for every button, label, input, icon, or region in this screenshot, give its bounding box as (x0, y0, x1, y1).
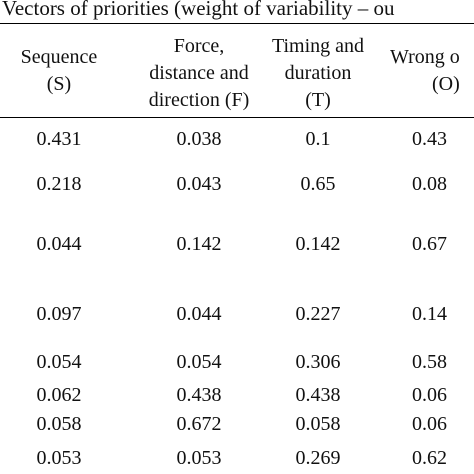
header-line: Timing and (271, 35, 365, 57)
table-cell: 0.227 (295, 303, 341, 325)
table-cell: 0.142 (295, 233, 341, 255)
table-cell: 0.08 (412, 173, 447, 195)
header-wrong: Wrong o (O) (390, 44, 474, 98)
header-line: (T) (305, 89, 331, 111)
table-cell: 0.058 (295, 413, 341, 435)
table-cell: 0.054 (36, 351, 82, 373)
table-cell: 0.053 (36, 447, 82, 469)
header-line: (S) (46, 73, 72, 95)
header-line: Sequence (20, 46, 98, 68)
header-line: (O) (432, 73, 460, 95)
table-cell: 0.044 (36, 233, 82, 255)
table-cell: 0.06 (412, 413, 447, 435)
header-line: distance and (149, 62, 249, 84)
top-rule (0, 23, 474, 24)
table-cell: 0.043 (176, 173, 222, 195)
header-line: Wrong o (390, 46, 460, 68)
table-cell: 0.06 (412, 384, 447, 406)
header-line: direction (F) (148, 89, 250, 111)
table-cell: 0.438 (176, 384, 222, 406)
table-cell: 0.054 (176, 351, 222, 373)
header-force: Force, distance and direction (F) (124, 33, 274, 114)
table-cell: 0.67 (412, 233, 447, 255)
table-cell: 0.62 (412, 447, 447, 469)
table-cell: 0.038 (176, 128, 222, 150)
table-cell: 0.672 (176, 413, 222, 435)
header-rule (0, 117, 474, 118)
header-timing: Timing and duration (T) (256, 33, 380, 114)
table-cell: 0.062 (36, 384, 82, 406)
table-cell: 0.218 (36, 173, 82, 195)
table-cell: 0.58 (412, 351, 447, 373)
table-cell: 0.097 (36, 303, 82, 325)
table-cell: 0.269 (295, 447, 341, 469)
table-cell: 0.306 (295, 351, 341, 373)
table-cell: 0.1 (305, 128, 331, 150)
table-cell: 0.053 (176, 447, 222, 469)
table-cell: 0.14 (412, 303, 447, 325)
header-sequence: Sequence (S) (4, 44, 114, 98)
table-cell: 0.65 (300, 173, 336, 195)
header-line: duration (284, 62, 352, 84)
table-cell: 0.438 (295, 384, 341, 406)
table-cell: 0.431 (36, 128, 82, 150)
table-cell: 0.43 (412, 128, 447, 150)
table-cell: 0.044 (176, 303, 222, 325)
table-caption: Vectors of priorities (weight of variabi… (2, 0, 395, 20)
table-cell: 0.142 (176, 233, 222, 255)
table-cell: 0.058 (36, 413, 82, 435)
header-line: Force, (173, 35, 225, 57)
